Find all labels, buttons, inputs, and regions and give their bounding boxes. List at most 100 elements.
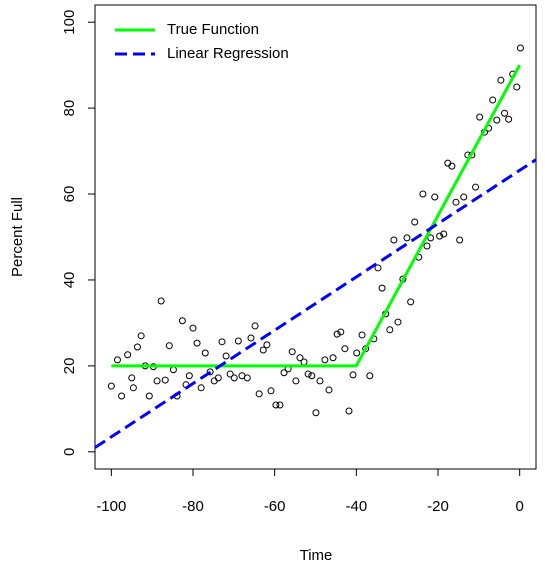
y-axis-label: Percent Full bbox=[9, 197, 26, 277]
point bbox=[129, 384, 137, 392]
point bbox=[165, 342, 173, 350]
point bbox=[476, 113, 484, 121]
point bbox=[378, 284, 386, 292]
point bbox=[427, 234, 435, 242]
point bbox=[234, 337, 242, 345]
point bbox=[329, 354, 337, 362]
point bbox=[390, 236, 398, 244]
point bbox=[300, 358, 308, 366]
x-axis-label: Time bbox=[300, 547, 333, 564]
x-tick-label: -20 bbox=[427, 498, 449, 515]
point bbox=[407, 298, 415, 306]
point bbox=[472, 183, 480, 191]
point bbox=[353, 349, 361, 357]
point bbox=[489, 96, 497, 104]
point bbox=[197, 384, 205, 392]
point bbox=[493, 116, 501, 124]
point bbox=[247, 334, 255, 342]
point bbox=[276, 401, 284, 409]
point bbox=[161, 376, 169, 384]
point bbox=[133, 343, 141, 351]
point bbox=[386, 326, 394, 334]
point bbox=[255, 390, 263, 398]
point bbox=[193, 339, 201, 347]
x-tick-label: -80 bbox=[182, 498, 204, 515]
point bbox=[251, 322, 259, 330]
legend-label: True Function bbox=[167, 21, 259, 38]
point bbox=[440, 230, 448, 238]
point bbox=[452, 198, 460, 206]
point bbox=[288, 348, 296, 356]
y-tick-label: 40 bbox=[61, 272, 78, 289]
point bbox=[501, 109, 509, 117]
y-tick-label: 20 bbox=[61, 358, 78, 375]
point bbox=[201, 349, 209, 357]
point bbox=[366, 372, 374, 380]
point bbox=[226, 370, 234, 378]
point bbox=[157, 297, 165, 305]
y-tick-label: 80 bbox=[61, 100, 78, 117]
x-tick-label: -60 bbox=[264, 498, 286, 515]
point bbox=[460, 193, 468, 201]
point bbox=[292, 377, 300, 385]
point bbox=[145, 392, 153, 400]
point bbox=[345, 407, 353, 415]
point bbox=[272, 401, 280, 409]
point bbox=[304, 370, 312, 378]
point bbox=[444, 159, 452, 167]
point bbox=[341, 345, 349, 353]
point bbox=[128, 374, 136, 382]
point bbox=[113, 356, 121, 364]
y-tick-label: 60 bbox=[61, 186, 78, 203]
point bbox=[358, 331, 366, 339]
point bbox=[316, 377, 324, 385]
point bbox=[312, 409, 320, 417]
point bbox=[214, 374, 222, 382]
point bbox=[325, 386, 333, 394]
point bbox=[448, 162, 456, 170]
point bbox=[431, 193, 439, 201]
point bbox=[259, 346, 267, 354]
point bbox=[118, 392, 126, 400]
point bbox=[189, 324, 197, 332]
point bbox=[296, 354, 304, 362]
point bbox=[456, 236, 464, 244]
point bbox=[230, 374, 238, 382]
x-tick-label: -40 bbox=[345, 498, 367, 515]
y-tick-label: 100 bbox=[61, 10, 78, 35]
point bbox=[153, 377, 161, 385]
point bbox=[497, 76, 505, 84]
point bbox=[210, 377, 218, 385]
legend-label: Linear Regression bbox=[167, 45, 289, 62]
point bbox=[394, 318, 402, 326]
point bbox=[280, 369, 288, 377]
point bbox=[124, 351, 132, 359]
point bbox=[308, 372, 316, 380]
point bbox=[107, 382, 115, 390]
point bbox=[263, 341, 271, 349]
point bbox=[403, 234, 411, 242]
line bbox=[111, 64, 521, 368]
point bbox=[516, 44, 524, 52]
y-tick-label: 0 bbox=[61, 448, 78, 456]
point bbox=[206, 368, 214, 376]
point bbox=[423, 242, 431, 250]
point bbox=[185, 372, 193, 380]
point bbox=[137, 332, 145, 340]
point bbox=[218, 338, 226, 346]
point bbox=[349, 371, 357, 379]
point bbox=[321, 356, 329, 364]
line bbox=[94, 158, 537, 449]
point bbox=[374, 264, 382, 272]
plot-box bbox=[94, 4, 537, 470]
point bbox=[222, 352, 230, 360]
point bbox=[436, 232, 444, 240]
point bbox=[178, 317, 186, 325]
point bbox=[411, 218, 419, 226]
point bbox=[505, 115, 513, 123]
point bbox=[333, 330, 341, 338]
point bbox=[169, 366, 177, 374]
point bbox=[243, 374, 251, 382]
